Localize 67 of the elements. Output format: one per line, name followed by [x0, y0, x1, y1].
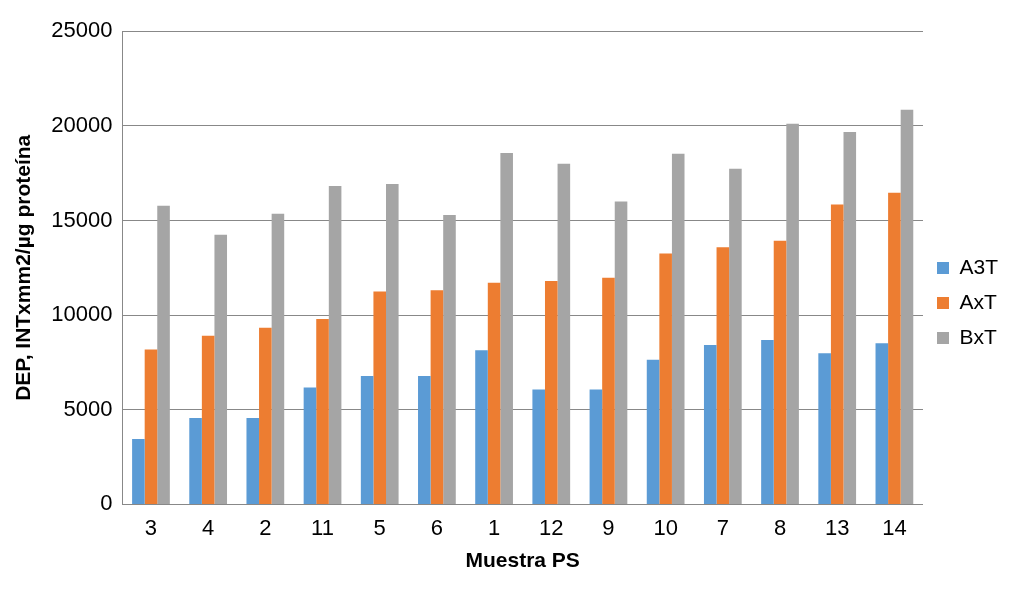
x-tick-label: 4	[202, 514, 215, 540]
bar	[316, 318, 329, 504]
bar	[614, 201, 628, 504]
bar	[557, 163, 571, 504]
bar	[900, 109, 914, 504]
bar	[646, 359, 660, 504]
y-axis-title: DEP, INTxmm2/µg proteína	[11, 134, 35, 401]
x-tick-label: 3	[144, 514, 158, 540]
bar	[475, 350, 488, 504]
x-tick-label: 14	[882, 514, 907, 540]
bar	[373, 291, 387, 504]
bar	[328, 186, 342, 504]
bar	[875, 343, 889, 504]
bar	[386, 183, 399, 504]
bar	[259, 327, 272, 504]
bar	[671, 153, 685, 504]
x-tick-label: 2	[259, 514, 272, 540]
y-tick-label: 0	[100, 490, 113, 516]
bar	[729, 168, 742, 504]
x-tick-label: 13	[824, 514, 850, 540]
x-tick-label: 10	[653, 514, 678, 540]
bar	[487, 282, 501, 504]
x-tick-label: 1	[487, 514, 501, 540]
x-tick-label: 5	[373, 514, 386, 540]
legend-label: A3T	[959, 254, 999, 278]
y-tick-label: 10000	[51, 301, 113, 327]
bar	[132, 438, 145, 504]
bar	[659, 253, 672, 504]
y-tick-label: 20000	[51, 111, 113, 137]
bar	[360, 376, 374, 504]
bar	[418, 376, 431, 504]
legend-label: AxT	[959, 289, 997, 313]
x-tick-label: 11	[311, 514, 334, 540]
bar	[830, 204, 844, 504]
x-tick-label: 7	[716, 514, 729, 540]
bar	[189, 418, 202, 504]
bar	[500, 153, 513, 504]
x-tick-label: 12	[539, 514, 564, 540]
bar	[157, 205, 170, 504]
bar	[888, 192, 901, 504]
x-axis-title: Muestra PS	[465, 548, 580, 572]
bar	[818, 353, 831, 504]
bar	[589, 389, 603, 504]
bar	[843, 132, 857, 504]
bar	[144, 349, 158, 504]
bar	[443, 214, 456, 504]
bar	[716, 247, 730, 504]
bar	[246, 418, 260, 504]
bar	[544, 281, 558, 504]
bar	[532, 389, 545, 504]
legend-label: BxT	[959, 324, 997, 348]
bar	[773, 240, 787, 504]
y-tick-label: 25000	[51, 17, 113, 43]
bar	[271, 213, 285, 504]
bar	[786, 123, 799, 504]
bar	[703, 345, 717, 504]
y-tick-label: 15000	[51, 206, 113, 232]
bar	[761, 339, 774, 504]
x-tick-label: 6	[430, 514, 444, 540]
y-tick-label: 5000	[63, 395, 113, 421]
bar	[430, 290, 444, 504]
bar	[201, 335, 215, 504]
bar	[602, 277, 615, 504]
bar	[214, 234, 228, 504]
x-tick-label: 8	[773, 514, 787, 540]
bar	[303, 387, 317, 504]
x-tick-label: 9	[602, 514, 615, 540]
